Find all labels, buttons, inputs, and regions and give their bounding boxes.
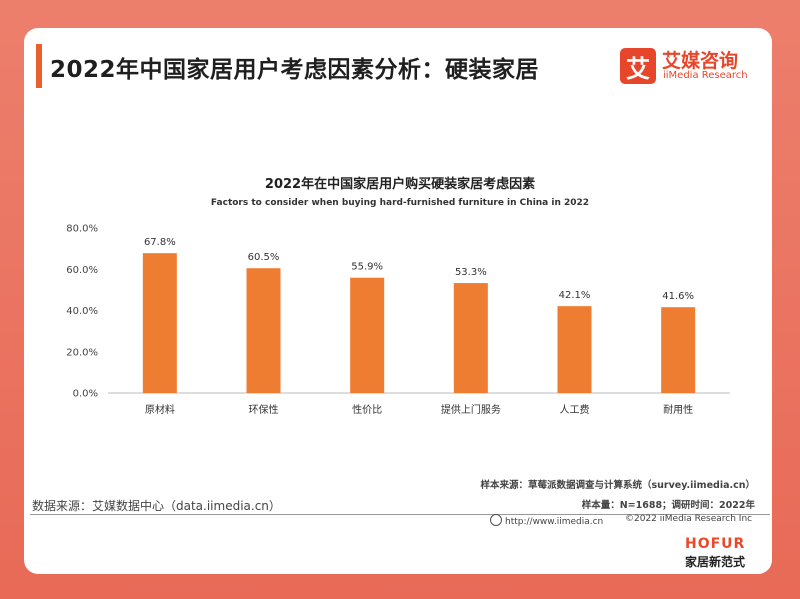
title-accent-bar bbox=[36, 44, 42, 88]
chart-subtitle: Factors to consider when buying hard-fur… bbox=[210, 198, 590, 208]
bar bbox=[453, 283, 488, 393]
bar bbox=[246, 268, 281, 393]
sample-source: 样本来源：草莓派数据调查与计算系统（survey.iimedia.cn） bbox=[480, 480, 756, 491]
y-tick-label: 40.0% bbox=[66, 306, 98, 317]
chart-title: 2022年在中国家居用户购买硬装家居考虑因素 bbox=[264, 177, 536, 192]
logo-cn-text: 艾媒咨询 bbox=[662, 50, 739, 72]
x-tick-label: 性价比 bbox=[352, 403, 382, 416]
x-tick-label: 人工费 bbox=[560, 403, 590, 416]
globe-icon bbox=[490, 514, 502, 526]
bar bbox=[557, 306, 592, 393]
bar bbox=[661, 307, 696, 393]
x-tick-label: 环保性 bbox=[249, 403, 279, 416]
y-tick-label: 20.0% bbox=[66, 347, 98, 358]
bar-value-label: 42.1% bbox=[559, 290, 591, 301]
sample-size: 样本量：N=1688；调研时间：2022年 bbox=[581, 500, 755, 511]
site-url-text: http://www.iimedia.cn bbox=[505, 517, 604, 527]
logo-mark-icon: 艾 bbox=[620, 48, 656, 84]
bar-value-label: 41.6% bbox=[662, 291, 694, 302]
y-tick-label: 0.0% bbox=[73, 389, 98, 400]
bar-value-label: 60.5% bbox=[248, 252, 280, 263]
iimedia-logo: 艾 艾媒咨询 iiMedia Research bbox=[620, 48, 750, 88]
x-tick-label: 原材料 bbox=[145, 403, 175, 416]
brand-logo-en: HOFUR bbox=[685, 536, 746, 552]
data-source: 数据来源：艾媒数据中心（data.iimedia.cn） bbox=[32, 499, 281, 513]
site-url: http://www.iimedia.cn bbox=[490, 514, 603, 527]
bar bbox=[350, 277, 385, 393]
bar-value-label: 55.9% bbox=[351, 262, 383, 273]
logo-en-text: iiMedia Research bbox=[663, 70, 748, 81]
y-tick-label: 60.0% bbox=[66, 265, 98, 276]
copyright: ©2022 iiMedia Research Inc bbox=[625, 514, 753, 524]
page-title: 2022年中国家居用户考虑因素分析：硬装家居 bbox=[50, 57, 540, 83]
x-tick-label: 耐用性 bbox=[663, 403, 693, 416]
bar bbox=[142, 253, 177, 393]
x-tick-label: 提供上门服务 bbox=[441, 403, 501, 416]
y-tick-label: 80.0% bbox=[66, 224, 98, 235]
bar-value-label: 67.8% bbox=[144, 237, 176, 248]
brand-logo-cn: 家居新范式 bbox=[685, 555, 746, 569]
footer-divider bbox=[30, 514, 770, 515]
bar-value-label: 53.3% bbox=[455, 267, 487, 278]
